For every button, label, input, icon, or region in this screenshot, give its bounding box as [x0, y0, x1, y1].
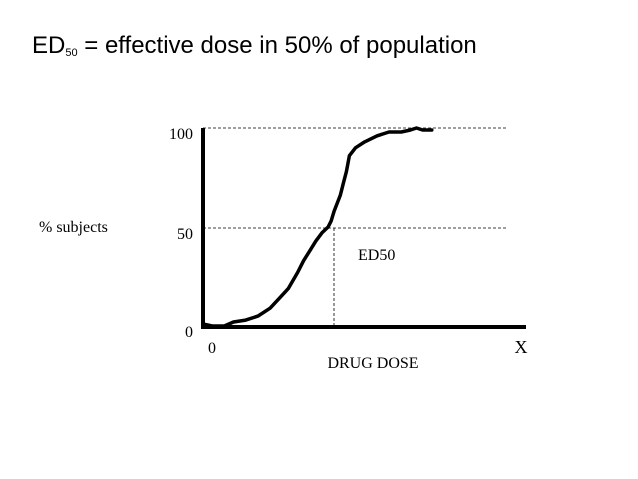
y-axis-label: % subjects: [39, 219, 108, 236]
y-tick-label-50: 50: [177, 226, 193, 243]
dose-response-curve: [201, 126, 434, 328]
title-subscript: 50: [65, 47, 78, 59]
grid-lines: [203, 127, 508, 229]
y-tick-label-100: 100: [169, 126, 193, 143]
slide-title: ED50 = effective dose in 50% of populati…: [32, 32, 477, 60]
title-rest: = effective dose in 50% of population: [77, 32, 477, 59]
title-ed: ED: [32, 32, 66, 59]
ed50-annotation: ED50: [358, 247, 395, 264]
x-axis-label: DRUG DOSE: [327, 355, 418, 372]
y-tick-label-0: 0: [185, 324, 193, 341]
x-tick-label-0: 0: [208, 340, 216, 357]
x-tick-label-x: X: [515, 337, 528, 357]
